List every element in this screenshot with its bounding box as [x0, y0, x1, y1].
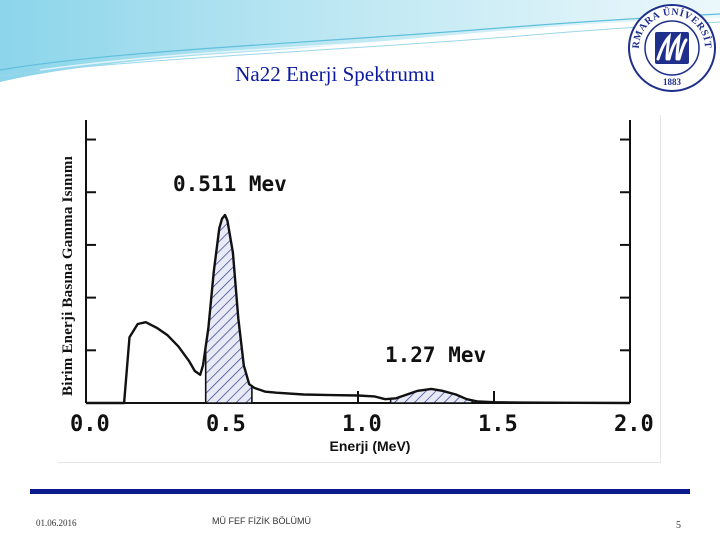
peak-annotation-127: 1.27 Mev — [385, 343, 487, 367]
x-tick-label: 1.0 — [342, 412, 382, 437]
spectrum-figure: Birim Enerji Basına Gamma Isınımı 0.0 0.… — [58, 115, 661, 463]
slide-title: Na22 Enerji Spektrumu — [235, 62, 435, 86]
footer-department: MÜ FEF FİZİK BÖLÜMÜ — [212, 516, 311, 526]
right-axis-ticks — [620, 138, 630, 352]
logo-year: 1883 — [663, 77, 682, 87]
plot-frame — [85, 120, 631, 404]
x-tick-label: 1.5 — [478, 412, 518, 437]
shaded-peak-area — [204, 214, 253, 404]
left-axis-ticks — [86, 138, 96, 352]
x-tick-label: 0.5 — [206, 412, 246, 437]
y-axis-label: Birim Enerji Basına Gamma Isınımı — [60, 156, 76, 396]
x-tick-label: 0.0 — [70, 412, 110, 437]
footer-rule — [30, 489, 690, 494]
spectrum-curve — [86, 213, 631, 405]
bottom-axis-ticks — [85, 391, 631, 403]
peak-annotation-511: 0.511 Mev — [173, 172, 287, 196]
page-number: 5 — [676, 520, 681, 531]
x-tick-label: 2.0 — [614, 412, 654, 437]
spectrum-plot — [85, 120, 631, 405]
x-axis-label: Enerji (MeV) — [329, 438, 411, 454]
marmara-university-logo: MARMARA ÜNİVERSİTESİ 1883 — [627, 3, 716, 92]
footer-date: 01.06.2016 — [36, 518, 77, 528]
